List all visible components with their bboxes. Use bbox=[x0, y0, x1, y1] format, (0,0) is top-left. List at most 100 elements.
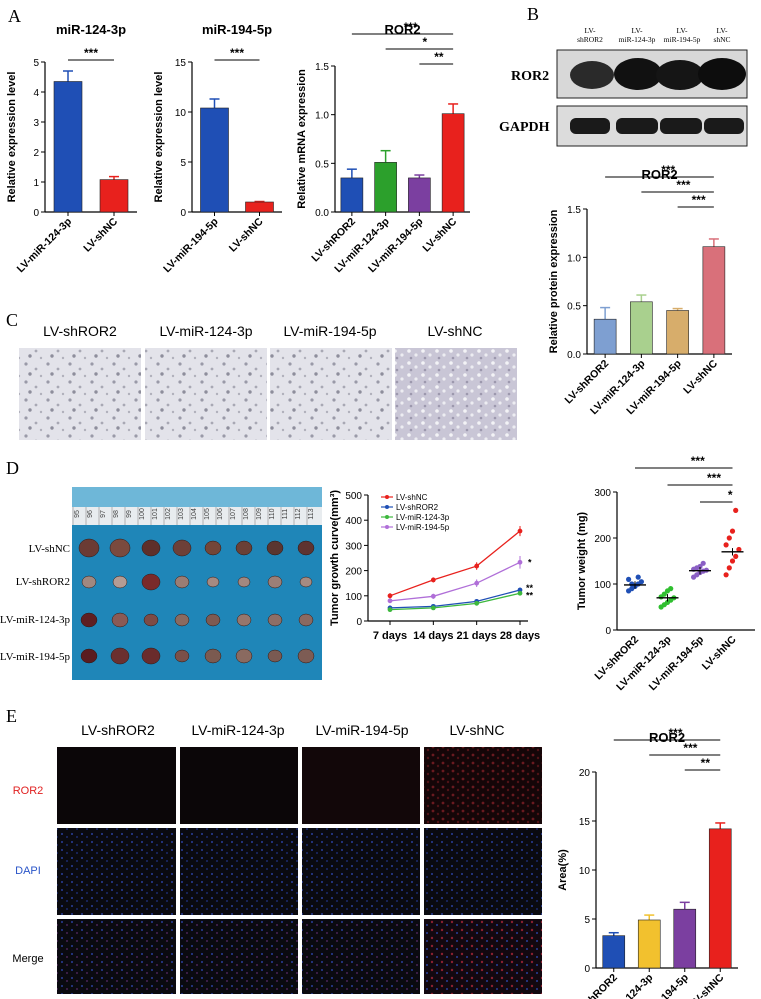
bar bbox=[702, 246, 726, 355]
data-point bbox=[729, 528, 736, 534]
chart-mir194-expression: miR-194-5p 0 5 10 15 Relative expression leve… bbox=[153, 22, 282, 275]
ruler-number: 104 bbox=[191, 508, 198, 520]
western-blot: LV-shROR2LV-miR-124-3pLV-miR-194-5pLV-sh… bbox=[499, 26, 748, 147]
data-point bbox=[726, 535, 732, 541]
blot-lane-label: LV- bbox=[631, 26, 643, 35]
y-tick-label: 0.0 bbox=[567, 350, 581, 361]
x-tick-label: LV-miR-194-5p bbox=[161, 216, 221, 276]
y-tick-label: 300 bbox=[594, 488, 611, 499]
ruler-number: 103 bbox=[178, 508, 185, 520]
panel-label-E: E bbox=[6, 706, 17, 726]
panel-label-B: B bbox=[527, 4, 539, 24]
y-tick-label: 4 bbox=[33, 88, 39, 99]
data-point bbox=[697, 563, 703, 570]
significance-label: *** bbox=[404, 20, 418, 34]
panel-c-cell-images: LV-shROR2 LV-miR-124-3p LV-miR-194-5p LV… bbox=[19, 323, 517, 440]
tumor bbox=[267, 575, 283, 589]
cell-image-shror2 bbox=[19, 348, 141, 440]
y-tick-label: 10 bbox=[175, 108, 187, 119]
series-line bbox=[389, 592, 521, 611]
y-tick-label: 1.0 bbox=[315, 111, 329, 122]
y-tick-label: 400 bbox=[345, 516, 362, 527]
ruler-number: 95 bbox=[74, 510, 81, 518]
series-line bbox=[389, 589, 521, 609]
legend-marker bbox=[385, 515, 389, 519]
significance-label: *** bbox=[661, 163, 675, 177]
chart-mir124-expression: miR-124-3p 0 1 2 3 4 5 Relative expression leve… bbox=[6, 22, 137, 275]
y-tick-label: 15 bbox=[175, 58, 187, 69]
y-tick-label: 0.5 bbox=[315, 159, 329, 170]
data-point bbox=[726, 565, 732, 571]
x-tick-label: LV-shROR2 bbox=[571, 972, 620, 999]
tumor bbox=[80, 648, 98, 664]
blot-lane-label: LV- bbox=[676, 26, 688, 35]
y-tick-label: 15 bbox=[579, 817, 591, 828]
tumor bbox=[266, 540, 284, 556]
y-tick-label: 0 bbox=[605, 626, 611, 637]
chart-tumor-growth: 0 100 200 300 400 500 Tumor growth curve(mm³) 7… bbox=[329, 490, 540, 642]
tumor bbox=[297, 648, 315, 664]
significance-label: *** bbox=[707, 471, 721, 485]
data-point bbox=[733, 553, 739, 560]
ruler-number: 99 bbox=[126, 510, 133, 518]
y-tick-label: 0.5 bbox=[567, 302, 581, 313]
x-tick-label: 21 days bbox=[456, 630, 496, 642]
ruler-number: 106 bbox=[217, 508, 224, 520]
data-point bbox=[430, 593, 436, 599]
ruler-number: 97 bbox=[100, 510, 107, 518]
significance-label: *** bbox=[676, 178, 690, 192]
tumor bbox=[141, 539, 161, 557]
panel-e-col-3: LV-miR-194-5p bbox=[315, 722, 408, 738]
significance-label: * bbox=[728, 488, 733, 502]
ruler-number: 105 bbox=[204, 508, 211, 520]
bar bbox=[245, 201, 274, 213]
y-tick-label: 100 bbox=[594, 580, 611, 591]
x-tick-label: LV-shNC bbox=[420, 215, 459, 254]
tumor bbox=[297, 540, 315, 556]
legend-marker bbox=[385, 505, 389, 509]
panel-e-row-merge: Merge bbox=[12, 953, 43, 965]
tumor bbox=[172, 539, 192, 557]
panel-e-fluorescence: LV-shROR2 LV-miR-124-3p LV-miR-194-5p LV… bbox=[12, 722, 542, 994]
tumor bbox=[80, 612, 98, 628]
panel-c-label-3: LV-miR-194-5p bbox=[283, 323, 376, 339]
ruler-number: 107 bbox=[230, 508, 237, 520]
blot-lane-label: LV- bbox=[584, 26, 596, 35]
bar bbox=[593, 318, 617, 355]
chart-title: ROR2 bbox=[641, 167, 677, 182]
tumor bbox=[204, 648, 222, 664]
data-point bbox=[387, 593, 393, 599]
panel-label-D: D bbox=[6, 458, 19, 478]
ruler-number: 96 bbox=[87, 510, 94, 518]
legend-marker bbox=[385, 525, 389, 529]
tumor bbox=[205, 613, 221, 627]
panel-e-col-2: LV-miR-124-3p bbox=[191, 722, 284, 738]
blot-lane-label: shROR2 bbox=[577, 35, 603, 44]
significance-label: *** bbox=[692, 193, 706, 207]
x-tick-label: LV-miR-124-3p bbox=[15, 216, 75, 276]
tumor bbox=[235, 540, 253, 556]
bar bbox=[637, 919, 661, 969]
panel-c-label-4: LV-shNC bbox=[428, 323, 483, 339]
bar bbox=[340, 177, 364, 213]
chart-title: ROR2 bbox=[384, 22, 420, 37]
significance-label: *** bbox=[84, 46, 98, 60]
ruler-number: 102 bbox=[165, 508, 172, 520]
ruler-number: 112 bbox=[295, 508, 302, 519]
significance-mark: ** bbox=[526, 583, 534, 593]
tumor bbox=[237, 576, 251, 588]
data-point bbox=[474, 563, 480, 569]
data-point bbox=[474, 600, 480, 606]
legend-label: LV-miR-124-3p bbox=[396, 513, 450, 522]
ruler-number: 111 bbox=[282, 509, 289, 520]
y-tick-label: 20 bbox=[579, 768, 591, 779]
data-point bbox=[430, 605, 436, 611]
chart-title: miR-124-3p bbox=[56, 22, 126, 37]
y-tick-label: 5 bbox=[33, 58, 39, 69]
y-tick-label: 1 bbox=[33, 178, 39, 189]
tumor bbox=[141, 647, 161, 665]
x-tick-label: 7 days bbox=[373, 630, 407, 642]
data-point bbox=[474, 580, 480, 586]
x-tick-label: LV-shNC bbox=[681, 357, 720, 396]
